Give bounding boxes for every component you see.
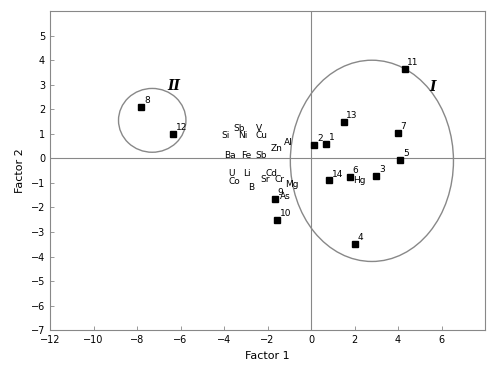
X-axis label: Factor 1: Factor 1 xyxy=(245,351,290,361)
Text: Cu: Cu xyxy=(256,131,268,140)
Text: 12: 12 xyxy=(176,123,187,132)
Text: 1: 1 xyxy=(329,133,334,142)
Text: Co: Co xyxy=(228,177,240,186)
Text: II: II xyxy=(168,79,180,93)
Text: V: V xyxy=(256,124,262,134)
Text: U: U xyxy=(228,168,235,178)
Text: 4: 4 xyxy=(357,233,362,242)
Text: Si: Si xyxy=(222,131,230,140)
Text: Fe: Fe xyxy=(242,151,252,160)
Text: Cr: Cr xyxy=(274,175,284,184)
Text: Ni: Ni xyxy=(238,131,248,140)
Text: 6: 6 xyxy=(353,166,358,175)
Text: 7: 7 xyxy=(400,122,406,131)
Text: Li: Li xyxy=(244,168,251,178)
Text: Al: Al xyxy=(284,138,292,147)
Text: 9: 9 xyxy=(278,188,283,197)
Text: 10: 10 xyxy=(280,209,291,218)
Text: 5: 5 xyxy=(403,149,408,158)
Text: 3: 3 xyxy=(379,165,384,174)
Text: Mg: Mg xyxy=(285,180,298,189)
Text: Sr: Sr xyxy=(260,175,270,184)
Text: Sb: Sb xyxy=(256,151,267,160)
Text: Zn: Zn xyxy=(271,144,282,152)
Text: 13: 13 xyxy=(346,111,358,119)
Text: 14: 14 xyxy=(332,170,344,178)
Text: B: B xyxy=(248,183,254,192)
Text: 2: 2 xyxy=(317,134,322,143)
Text: As: As xyxy=(280,192,290,201)
Text: Ba: Ba xyxy=(224,151,235,160)
Text: 11: 11 xyxy=(407,58,418,67)
Text: 8: 8 xyxy=(144,96,150,105)
Text: Sb: Sb xyxy=(234,124,245,134)
Text: Hg: Hg xyxy=(354,177,366,186)
Y-axis label: Factor 2: Factor 2 xyxy=(15,148,25,193)
Text: I: I xyxy=(430,80,436,94)
Text: Cd: Cd xyxy=(266,168,278,178)
